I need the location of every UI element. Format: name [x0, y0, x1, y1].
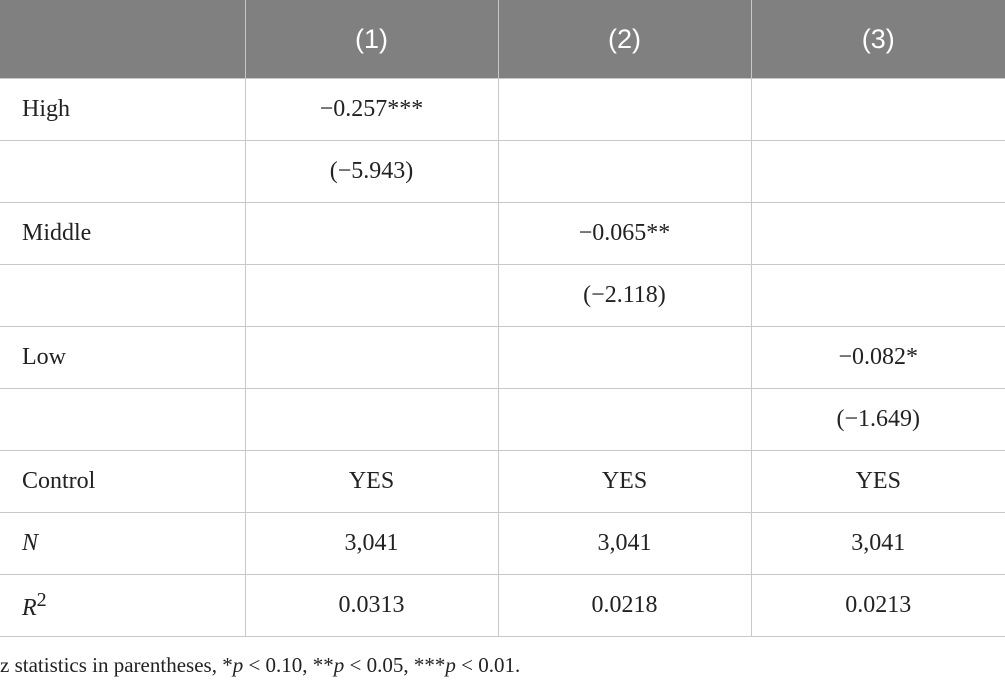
value-cell: [497, 78, 752, 141]
value-cell: (−2.118): [497, 264, 752, 327]
value-cell: −0.257***: [244, 78, 499, 141]
label-sup: 2: [36, 589, 47, 611]
table-row: Control YES YES YES: [0, 450, 1005, 513]
value-cell: [750, 264, 1005, 327]
value-cell: [497, 388, 752, 451]
cell-text: YES: [601, 468, 648, 494]
value-cell: [244, 326, 499, 389]
cell-text: 0.0313: [338, 592, 405, 618]
label-text: Middle: [22, 220, 92, 246]
footnote: z statistics in parentheses, *p < 0.10, …: [0, 653, 1005, 678]
table-row: High −0.257***: [0, 78, 1005, 141]
footnote-part: p: [232, 653, 244, 677]
footnote-part: p: [445, 653, 456, 677]
header-cell: [0, 0, 245, 79]
cell-text: 3,041: [851, 530, 906, 556]
row-label: [0, 264, 246, 327]
value-cell: YES: [497, 450, 752, 513]
value-cell: (−1.649): [750, 388, 1005, 451]
cell-text: (−5.943): [329, 158, 414, 184]
row-label: [0, 140, 246, 203]
header-cell: (2): [497, 0, 751, 79]
cell-text: 0.0218: [591, 592, 658, 618]
table-row: Low −0.082*: [0, 326, 1005, 389]
value-cell: [497, 140, 752, 203]
value-cell: [244, 202, 499, 265]
value-cell: −0.065**: [497, 202, 752, 265]
table-row: Middle −0.065**: [0, 202, 1005, 265]
row-label: N: [0, 512, 246, 575]
row-label: Low: [0, 326, 246, 389]
row-label: [0, 388, 246, 451]
label-text: Low: [22, 344, 66, 370]
row-label: Middle: [0, 202, 246, 265]
label-text: High: [22, 96, 70, 122]
footnote-part: p: [333, 653, 345, 677]
table-body: High −0.257*** (−5.943) Middle −0.065** (−2.1…: [0, 78, 1005, 637]
value-cell: [244, 264, 499, 327]
cell-text: −0.065**: [578, 220, 671, 246]
cell-text: YES: [348, 468, 395, 494]
value-cell: [750, 140, 1005, 203]
value-cell: [497, 326, 752, 389]
label-text: Control: [22, 468, 96, 494]
row-label: Control: [0, 450, 246, 513]
value-cell: (−5.943): [244, 140, 499, 203]
row-label: R2: [0, 574, 246, 637]
value-cell: [750, 202, 1005, 265]
table-row: (−1.649): [0, 388, 1005, 451]
value-cell: YES: [244, 450, 499, 513]
value-cell: [244, 388, 499, 451]
value-cell: [750, 78, 1005, 141]
value-cell: 0.0218: [497, 574, 752, 637]
value-cell: 0.0213: [750, 574, 1005, 637]
label-text: N: [22, 530, 39, 556]
cell-text: −0.257***: [319, 96, 424, 122]
header-cell: (3): [750, 0, 1005, 79]
table-row: R2 0.0313 0.0218 0.0213: [0, 574, 1005, 637]
header-cell: (1): [244, 0, 498, 79]
label-text: R: [22, 595, 37, 621]
footnote-part: < 0.01.: [455, 653, 521, 677]
footnote-part: < 0.05, ***: [344, 653, 446, 677]
footnote-part: < 0.10, **: [243, 653, 334, 677]
table-row: (−5.943): [0, 140, 1005, 203]
cell-text: YES: [855, 468, 901, 494]
header-row: (1) (2) (3): [0, 0, 1005, 79]
row-label: High: [0, 78, 246, 141]
cell-text: (−2.118): [583, 282, 666, 308]
value-cell: 3,041: [497, 512, 752, 575]
cell-text: 3,041: [344, 530, 399, 556]
cell-text: 3,041: [597, 530, 652, 556]
table-row: (−2.118): [0, 264, 1005, 327]
results-table: (1) (2) (3) High −0.257*** (−5.943) Middle −0.…: [0, 0, 1005, 637]
cell-text: −0.082*: [838, 344, 919, 370]
cell-text: (−1.649): [836, 406, 921, 432]
cell-text: 0.0213: [845, 592, 912, 618]
value-cell: −0.082*: [750, 326, 1005, 389]
value-cell: 3,041: [244, 512, 499, 575]
value-cell: 3,041: [750, 512, 1005, 575]
table-row: N 3,041 3,041 3,041: [0, 512, 1005, 575]
value-cell: 0.0313: [244, 574, 499, 637]
footnote-part: z statistics in parentheses, *: [0, 653, 233, 677]
value-cell: YES: [750, 450, 1005, 513]
